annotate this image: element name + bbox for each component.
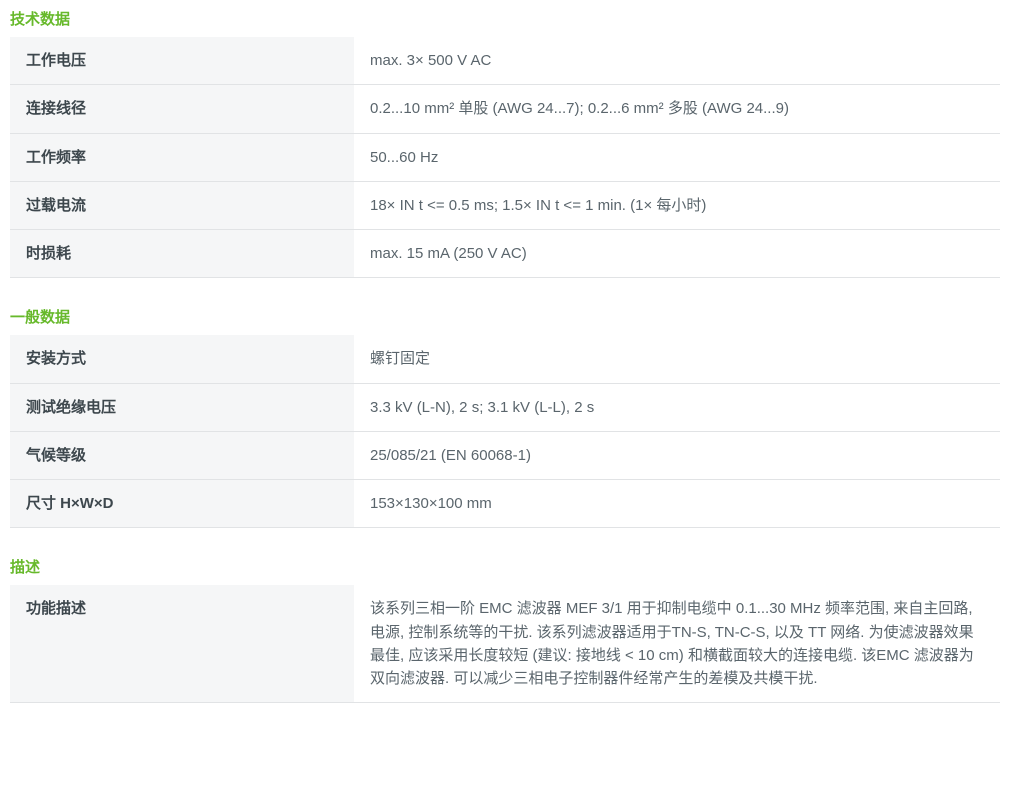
row-value: 25/085/21 (EN 60068-1) bbox=[354, 431, 1000, 479]
section-description: 描述 功能描述 该系列三相一阶 EMC 滤波器 MEF 3/1 用于抑制电缆中 … bbox=[10, 556, 1000, 703]
data-table: 安装方式 螺钉固定 测试绝缘电压 3.3 kV (L-N), 2 s; 3.1 … bbox=[10, 335, 1000, 528]
table-row: 过载电流 18× IN t <= 0.5 ms; 1.5× IN t <= 1 … bbox=[10, 181, 1000, 229]
section-technical-data: 技术数据 工作电压 max. 3× 500 V AC 连接线径 0.2...10… bbox=[10, 8, 1000, 278]
row-value: 18× IN t <= 0.5 ms; 1.5× IN t <= 1 min. … bbox=[354, 181, 1000, 229]
row-value: max. 3× 500 V AC bbox=[354, 37, 1000, 85]
table-row: 测试绝缘电压 3.3 kV (L-N), 2 s; 3.1 kV (L-L), … bbox=[10, 383, 1000, 431]
section-title: 一般数据 bbox=[10, 306, 1000, 327]
table-row: 工作电压 max. 3× 500 V AC bbox=[10, 37, 1000, 85]
row-label: 功能描述 bbox=[10, 585, 354, 703]
row-value: 153×130×100 mm bbox=[354, 480, 1000, 528]
table-row: 功能描述 该系列三相一阶 EMC 滤波器 MEF 3/1 用于抑制电缆中 0.1… bbox=[10, 585, 1000, 703]
table-row: 工作频率 50...60 Hz bbox=[10, 133, 1000, 181]
row-label: 时损耗 bbox=[10, 230, 354, 278]
row-label: 过载电流 bbox=[10, 181, 354, 229]
row-value: 0.2...10 mm² 单股 (AWG 24...7); 0.2...6 mm… bbox=[354, 85, 1000, 133]
table-row: 安装方式 螺钉固定 bbox=[10, 335, 1000, 383]
row-label: 尺寸 H×W×D bbox=[10, 480, 354, 528]
table-row: 时损耗 max. 15 mA (250 V AC) bbox=[10, 230, 1000, 278]
row-value: max. 15 mA (250 V AC) bbox=[354, 230, 1000, 278]
data-table: 功能描述 该系列三相一阶 EMC 滤波器 MEF 3/1 用于抑制电缆中 0.1… bbox=[10, 585, 1000, 703]
row-label: 安装方式 bbox=[10, 335, 354, 383]
row-value: 螺钉固定 bbox=[354, 335, 1000, 383]
row-label: 工作频率 bbox=[10, 133, 354, 181]
row-label: 测试绝缘电压 bbox=[10, 383, 354, 431]
row-value: 该系列三相一阶 EMC 滤波器 MEF 3/1 用于抑制电缆中 0.1...30… bbox=[354, 585, 1000, 703]
section-general-data: 一般数据 安装方式 螺钉固定 测试绝缘电压 3.3 kV (L-N), 2 s;… bbox=[10, 306, 1000, 528]
row-label: 连接线径 bbox=[10, 85, 354, 133]
table-row: 气候等级 25/085/21 (EN 60068-1) bbox=[10, 431, 1000, 479]
row-label: 气候等级 bbox=[10, 431, 354, 479]
table-row: 尺寸 H×W×D 153×130×100 mm bbox=[10, 480, 1000, 528]
section-title: 描述 bbox=[10, 556, 1000, 577]
row-value: 50...60 Hz bbox=[354, 133, 1000, 181]
section-title: 技术数据 bbox=[10, 8, 1000, 29]
data-table: 工作电压 max. 3× 500 V AC 连接线径 0.2...10 mm² … bbox=[10, 37, 1000, 278]
table-row: 连接线径 0.2...10 mm² 单股 (AWG 24...7); 0.2..… bbox=[10, 85, 1000, 133]
row-label: 工作电压 bbox=[10, 37, 354, 85]
row-value: 3.3 kV (L-N), 2 s; 3.1 kV (L-L), 2 s bbox=[354, 383, 1000, 431]
